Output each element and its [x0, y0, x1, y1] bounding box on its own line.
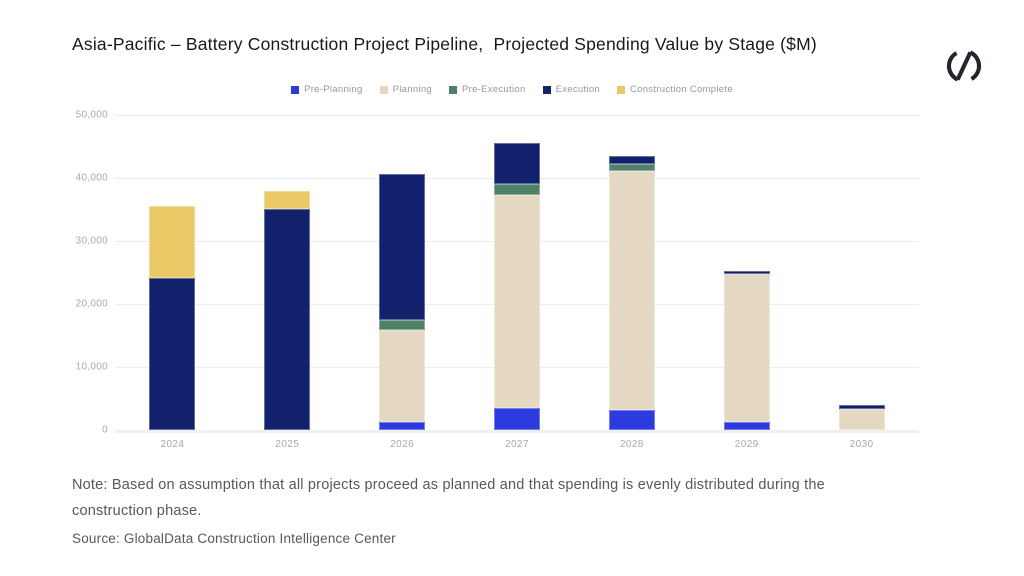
bar-slot-2025 [230, 115, 345, 430]
x-tick-label-2027: 2027 [505, 439, 529, 450]
legend: Pre-Planning Planning Pre-Execution Executi… [0, 84, 1024, 95]
bar-slot-2028 [574, 115, 689, 430]
x-tick-label-2026: 2026 [390, 439, 415, 450]
bar-2029-segment-pre-planning[interactable] [723, 421, 770, 430]
bar-2024[interactable] [149, 115, 196, 430]
legend-item-execution[interactable]: Execution [542, 84, 600, 95]
bar-2029[interactable] [723, 115, 770, 430]
bar-2027-segment-execution[interactable] [494, 142, 540, 185]
legend-label: Pre-Execution [461, 84, 526, 95]
bar-slot-2027 [460, 115, 575, 430]
plot-area [115, 115, 919, 433]
bar-2028[interactable] [608, 115, 655, 430]
legend-item-construction-complete[interactable]: Construction Complete [616, 84, 733, 95]
legend-swatch-icon [379, 85, 388, 94]
bar-2026-segment-planning[interactable] [379, 329, 426, 422]
bar-2028-segment-pre-planning[interactable] [608, 409, 655, 430]
globaldata-logo-icon [946, 50, 982, 82]
y-tick-label: 40,000 [75, 172, 108, 184]
bar-2027-segment-planning[interactable] [494, 195, 540, 408]
legend-item-pre-execution[interactable]: Pre-Execution [448, 84, 526, 95]
legend-item-planning[interactable]: Planning [379, 84, 432, 95]
bar-2026-segment-pre-planning[interactable] [379, 421, 426, 430]
y-tick-label: 10,000 [75, 361, 108, 373]
x-axis-labels: 2024 2025 2026 2027 2028 2029 2030 [115, 439, 919, 450]
legend-label: Construction Complete [629, 84, 733, 95]
bar-2027-segment-pre-execution[interactable] [494, 184, 540, 196]
bar-2025-segment-construction-complete[interactable] [264, 191, 311, 209]
bar-2028-segment-planning[interactable] [608, 171, 655, 410]
legend-swatch-icon [616, 85, 625, 94]
bar-2027-segment-pre-planning[interactable] [494, 407, 540, 430]
x-tick-label-2028: 2028 [619, 439, 644, 450]
y-axis-labels: 50,000 40,000 30,000 20,000 10,000 0 [30, 110, 108, 436]
x-tick-label-2029: 2029 [734, 439, 759, 450]
bar-2025[interactable] [264, 115, 311, 430]
chart-note: Note: Based on assumption that all proje… [72, 477, 825, 519]
bar-2026-segment-execution[interactable] [379, 173, 426, 321]
legend-label: Planning [392, 84, 432, 95]
x-tick-label-2024: 2024 [160, 439, 185, 450]
bar-2029-segment-execution[interactable] [723, 271, 770, 274]
y-tick-label: 20,000 [75, 298, 108, 310]
bar-2026[interactable] [379, 115, 426, 430]
y-tick-label: 30,000 [75, 235, 108, 247]
legend-swatch-icon [291, 85, 300, 94]
legend-item-pre-planning[interactable]: Pre-Planning [291, 84, 363, 95]
y-tick-label: 0 [102, 424, 108, 436]
y-tick-label: 50,000 [75, 109, 108, 121]
bar-slot-2024 [115, 115, 230, 430]
bar-2024-segment-execution[interactable] [149, 278, 196, 430]
bar-2025-segment-execution[interactable] [264, 208, 311, 430]
bar-2024-segment-construction-complete[interactable] [149, 206, 196, 279]
bars-container [115, 115, 919, 430]
chart-source: Source: GlobalData Construction Intellig… [72, 531, 396, 546]
bar-2030[interactable] [838, 115, 885, 430]
bar-2029-segment-planning[interactable] [723, 273, 770, 422]
legend-swatch-icon [448, 85, 457, 94]
x-tick-label-2025: 2025 [275, 439, 300, 450]
page-title: Asia-Pacific – Battery Construction Proj… [72, 34, 817, 54]
legend-swatch-icon [542, 85, 551, 94]
bar-2030-segment-execution[interactable] [838, 405, 885, 409]
gridline [115, 115, 919, 116]
bar-2028-segment-execution[interactable] [608, 155, 655, 165]
x-axis-line [115, 430, 919, 433]
bar-slot-2029 [689, 115, 804, 430]
x-tick-label-2030: 2030 [849, 439, 874, 450]
bar-slot-2030 [804, 115, 919, 430]
bar-slot-2026 [345, 115, 460, 430]
legend-label: Pre-Planning [304, 84, 363, 95]
legend-label: Execution [555, 84, 600, 95]
bar-2028-segment-pre-execution[interactable] [608, 164, 655, 172]
bar-2030-segment-planning[interactable] [838, 408, 885, 430]
bar-2026-segment-pre-execution[interactable] [379, 320, 426, 330]
bar-2027[interactable] [494, 115, 540, 430]
